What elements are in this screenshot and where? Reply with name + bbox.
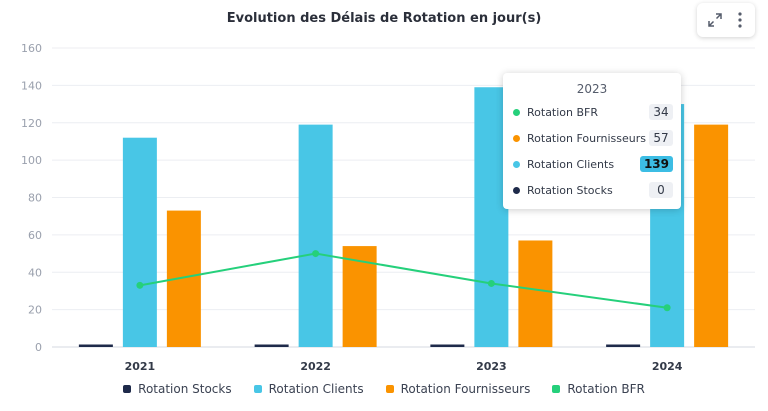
y-tick-label: 140 — [21, 79, 42, 92]
y-tick-label: 120 — [21, 117, 42, 130]
legend-item-rotation-bfr[interactable]: Rotation BFR — [552, 382, 645, 396]
tooltip-value: 57 — [649, 130, 673, 146]
legend-label: Rotation BFR — [567, 382, 645, 396]
legend-swatch — [253, 385, 262, 393]
tooltip-row: Rotation Stocks 0 — [513, 180, 673, 200]
tooltip-dot — [513, 186, 520, 194]
y-tick-label: 80 — [28, 192, 42, 205]
x-tick-label: 2024 — [652, 360, 683, 373]
legend-item-rotation-clients[interactable]: Rotation Clients — [253, 382, 364, 396]
legend-label: Rotation Stocks — [138, 382, 232, 396]
expand-icon[interactable] — [707, 12, 723, 28]
y-tick-label: 20 — [28, 304, 42, 317]
chart-title: Evolution des Délais de Rotation en jour… — [226, 11, 542, 26]
legend-swatch — [385, 385, 394, 393]
y-tick-label: 160 — [21, 42, 42, 55]
tooltip-dot — [513, 108, 520, 116]
tooltip-dot — [513, 134, 520, 142]
legend-label: Rotation Fournisseurs — [400, 382, 531, 396]
tooltip-row: Rotation Fournisseurs 57 — [513, 128, 673, 148]
tooltip-value: 34 — [649, 104, 673, 120]
tooltip-value: 139 — [639, 156, 673, 172]
y-tick-label: 60 — [28, 229, 42, 242]
tooltip-label: Rotation Clients — [527, 157, 615, 171]
bar-rotation-stocks-2024[interactable] — [606, 344, 641, 348]
point-rotation-bfr-2021[interactable] — [136, 281, 144, 289]
tooltip-value: 0 — [649, 182, 673, 198]
y-tick-label: 40 — [28, 266, 42, 279]
legend-item-rotation-fournisseurs[interactable]: Rotation Fournisseurs — [385, 382, 531, 396]
line-rotation-bfr — [139, 252, 668, 309]
chart-legend: Rotation Stocks Rotation Clients Rotation … — [0, 382, 768, 396]
legend-item-rotation-stocks[interactable]: Rotation Stocks — [123, 382, 232, 396]
tooltip-row: Rotation Clients 139 — [513, 154, 673, 174]
tooltip-label: Rotation Stocks — [527, 183, 613, 197]
bar-rotation-clients-2023[interactable] — [474, 87, 509, 348]
bar-rotation-stocks-2021[interactable] — [78, 344, 113, 348]
x-tick-label: 2023 — [476, 360, 507, 373]
bar-rotation-fournisseurs-2024[interactable] — [694, 124, 729, 348]
bar-rotation-fournisseurs-2023[interactable] — [518, 240, 553, 347]
x-tick-label: 2021 — [125, 360, 156, 373]
tooltip-label: Rotation BFR — [527, 105, 599, 119]
legend-label: Rotation Clients — [268, 382, 364, 396]
chart-tooltip: 2023 Rotation BFR 34 Rotation Fournisseurs… — [503, 73, 681, 209]
bar-rotation-clients-2022[interactable] — [298, 124, 333, 348]
point-rotation-bfr-2023[interactable] — [487, 279, 495, 287]
x-tick-label: 2022 — [300, 360, 331, 373]
more-vertical-icon[interactable] — [735, 11, 745, 29]
tooltip-dot — [513, 160, 520, 168]
y-tick-label: 100 — [21, 154, 42, 167]
bar-rotation-clients-2021[interactable] — [122, 137, 157, 347]
y-tick-label: 0 — [35, 341, 42, 354]
tooltip-row: Rotation BFR 34 — [513, 102, 673, 122]
point-rotation-bfr-2022[interactable] — [312, 250, 320, 258]
chart-toolbar — [697, 3, 755, 37]
bar-rotation-stocks-2022[interactable] — [254, 344, 289, 348]
tooltip-label: Rotation Fournisseurs — [527, 131, 646, 145]
point-rotation-bfr-2024[interactable] — [663, 304, 671, 312]
bar-rotation-stocks-2023[interactable] — [430, 344, 465, 348]
legend-swatch — [123, 385, 132, 393]
tooltip-title: 2023 — [576, 82, 608, 96]
legend-swatch — [552, 385, 561, 393]
